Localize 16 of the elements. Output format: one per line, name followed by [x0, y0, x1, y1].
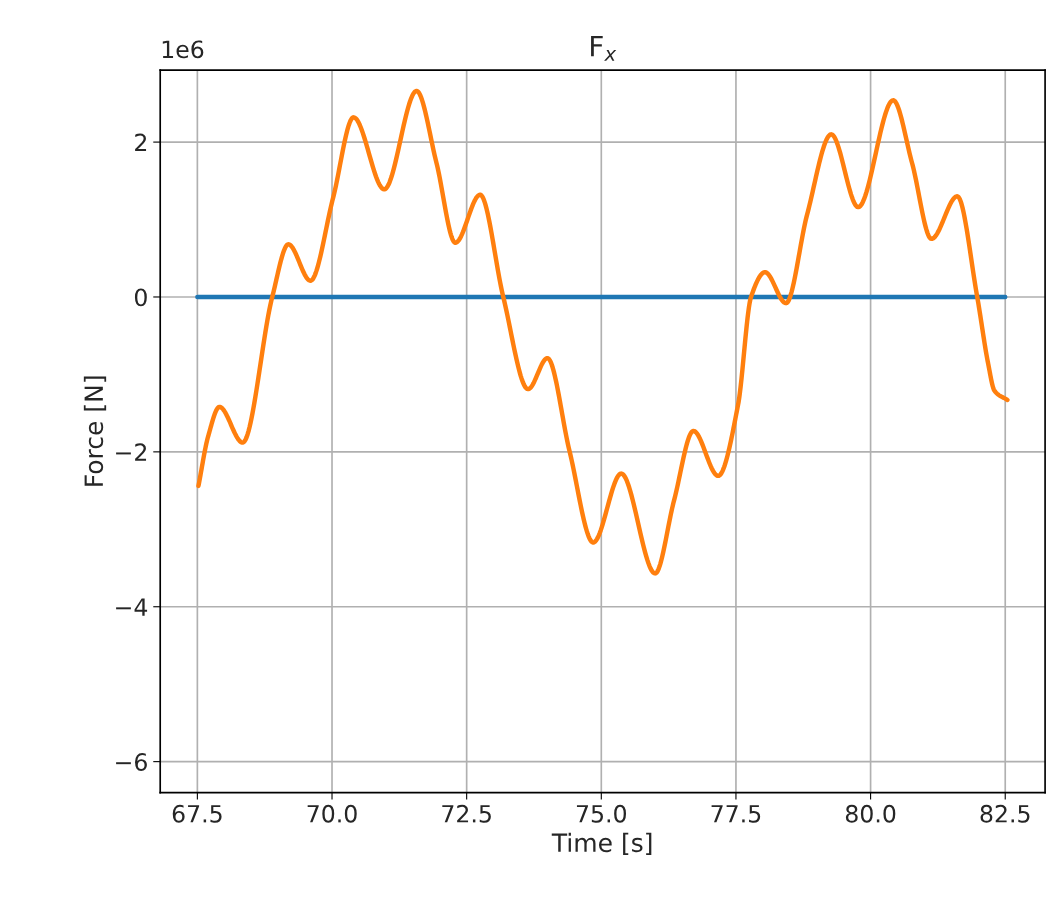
- x-tick-label: 70.0: [307, 804, 357, 823]
- y-axis-title: Force [N]: [83, 376, 107, 486]
- chart-title: F$_{x}$: [591, 35, 617, 61]
- y-tick-label: −6: [116, 753, 147, 771]
- x-tick-label: 67.5: [172, 804, 222, 823]
- y-tick-label: 0: [134, 288, 147, 307]
- x-tick-label: 80.0: [845, 804, 896, 823]
- y-tick-label: 2: [135, 133, 147, 152]
- x-axis-title: Time [s]: [551, 832, 652, 856]
- x-tick-label: 75.0: [576, 804, 627, 823]
- x-tick-label: 77.5: [711, 805, 761, 823]
- x-tick-label: 72.5: [442, 804, 491, 823]
- y-tick-label: −4: [116, 598, 148, 616]
- x-tick-label: 82.5: [980, 804, 1030, 823]
- text: 1e6: [162, 40, 204, 59]
- y-tick-label: −2: [116, 443, 147, 461]
